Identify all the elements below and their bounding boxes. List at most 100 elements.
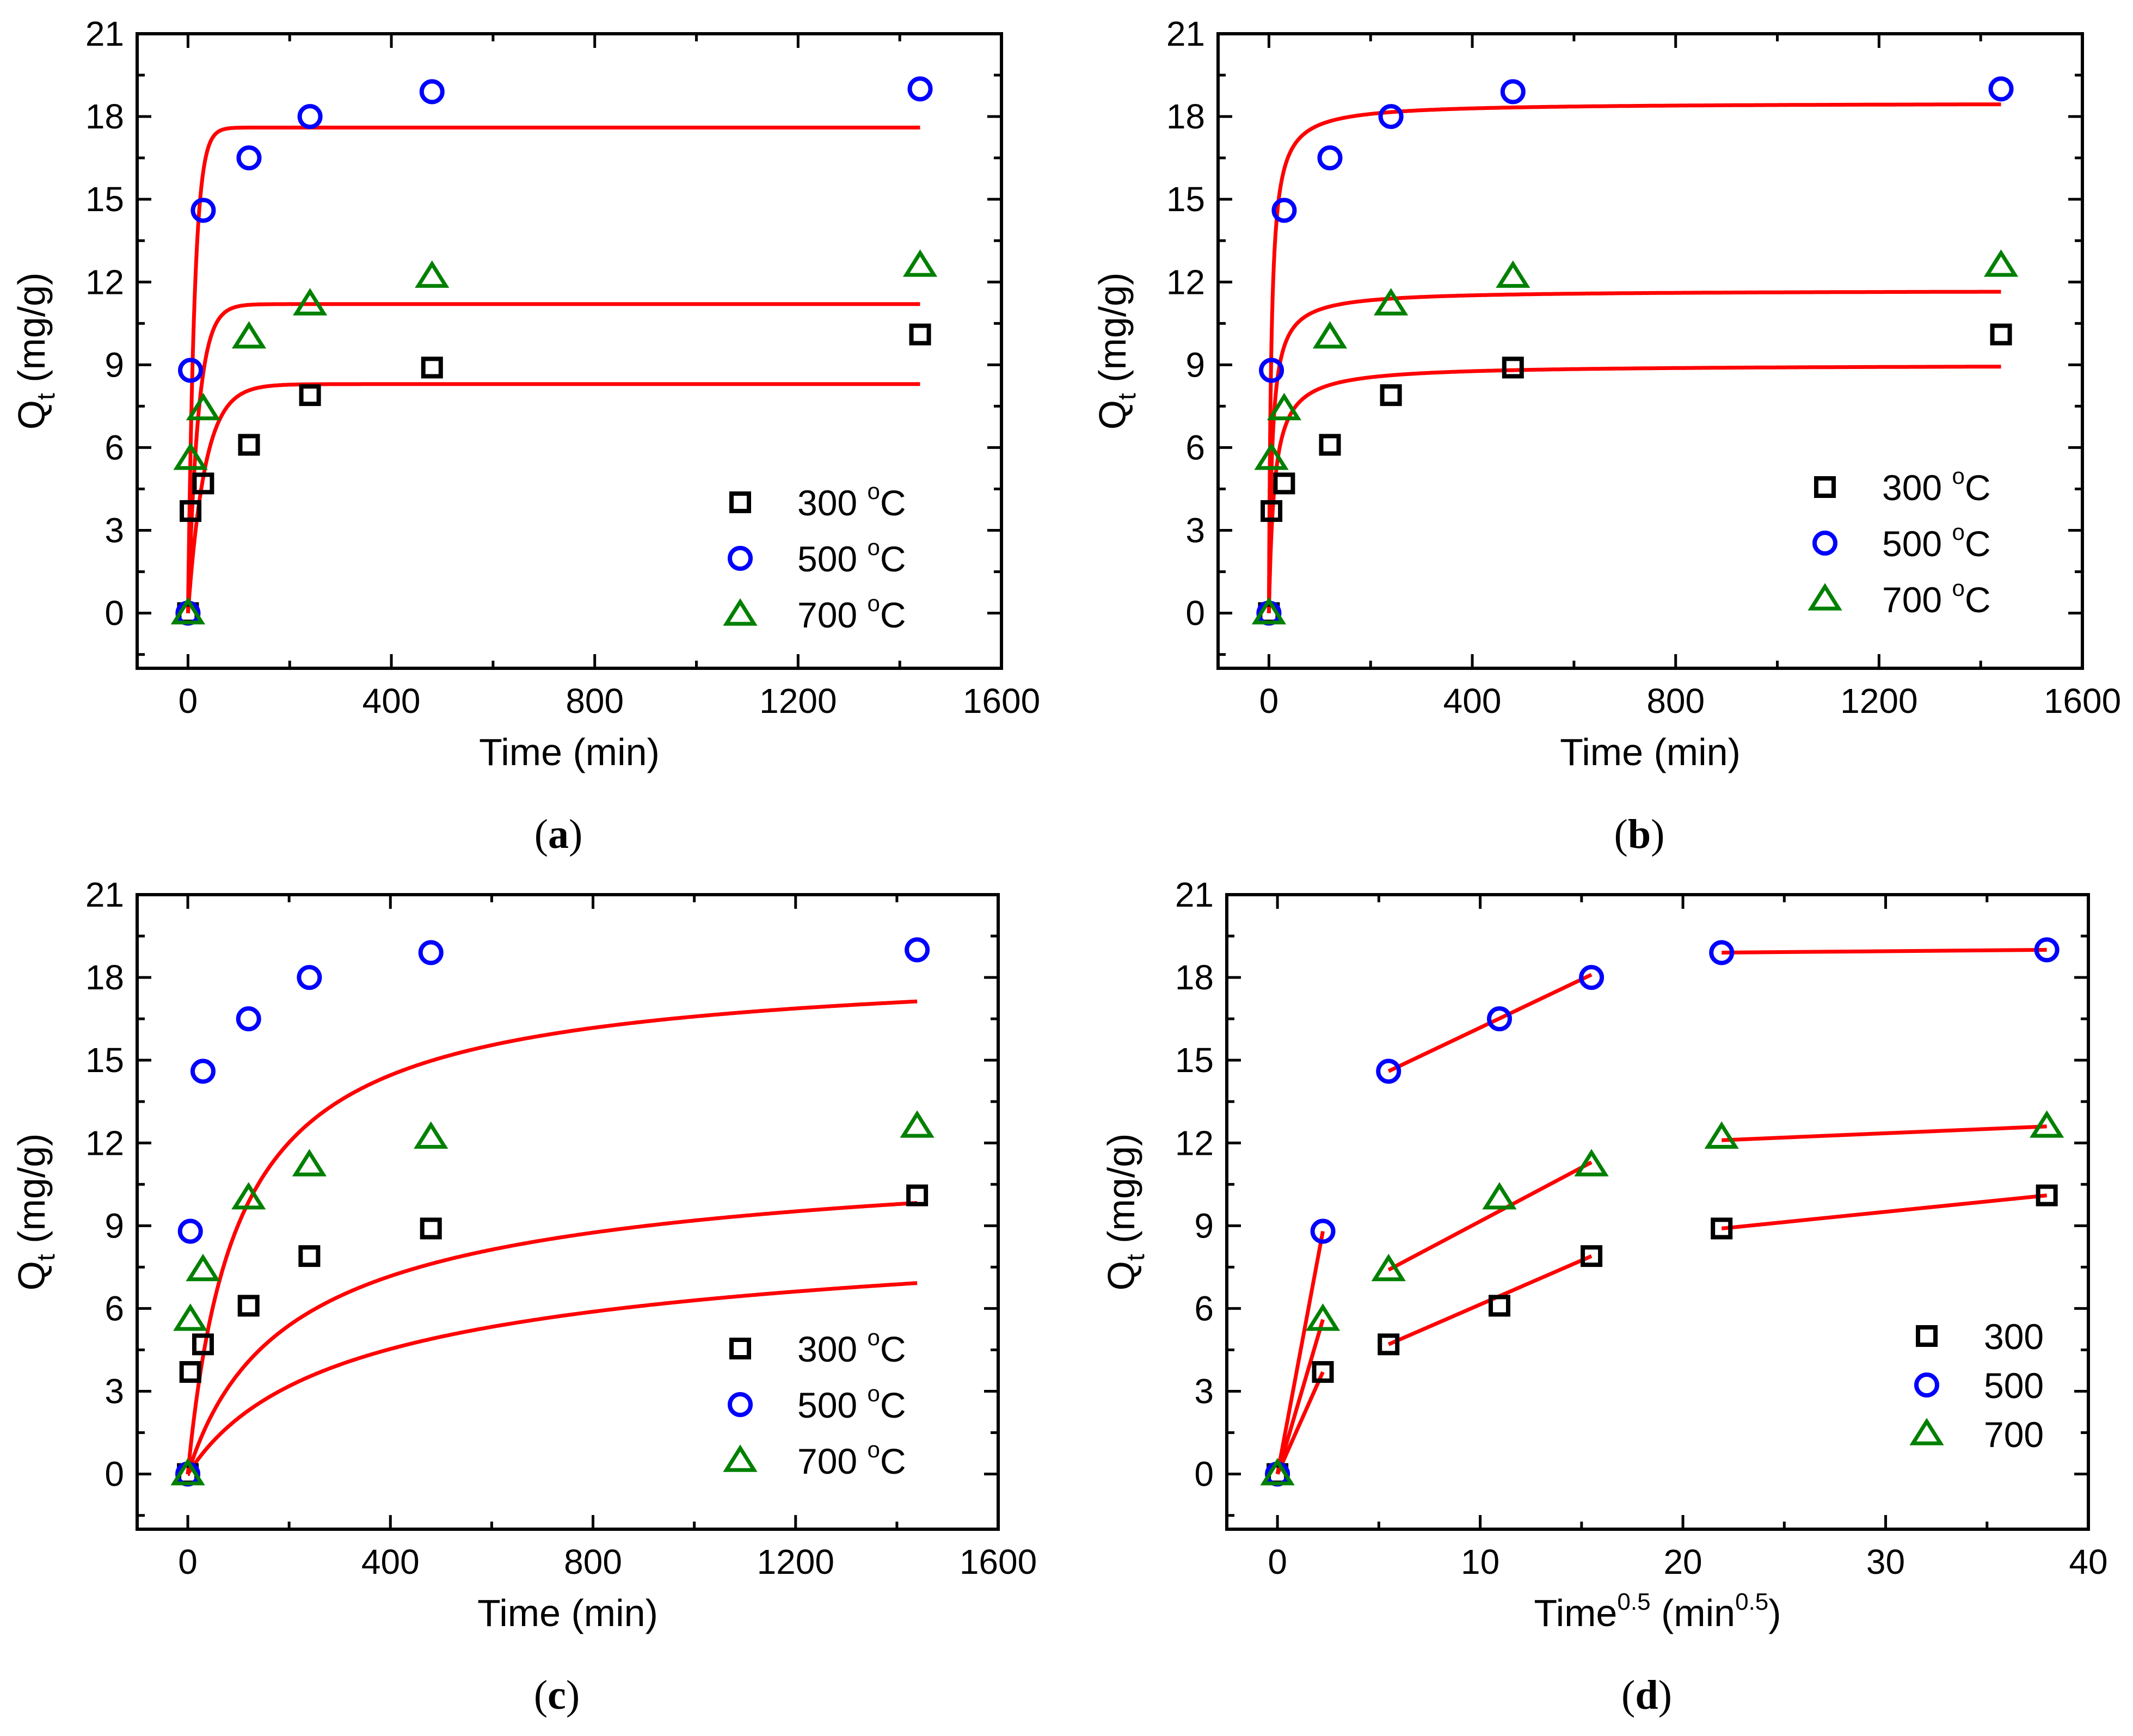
data-point-square	[909, 323, 931, 346]
legend-label-value: 500	[1984, 1365, 2044, 1406]
data-point-triangle	[231, 1182, 266, 1210]
data-point-circle	[1709, 940, 1735, 965]
legend-label-unit: C	[1965, 524, 1991, 564]
panel-label-paren: )	[569, 811, 582, 857]
fit-line-segment	[1275, 1319, 1325, 1475]
data-point-square	[1261, 500, 1283, 522]
fit-curve-s500	[186, 999, 918, 1475]
data-point-circle	[1376, 1058, 1401, 1084]
data-point-triangle	[231, 321, 267, 349]
fit-line-segment	[1387, 1160, 1593, 1272]
panel-label-letter: d	[1635, 1672, 1658, 1718]
data-point-triangle	[1260, 1458, 1295, 1486]
fit-curve-s500	[1267, 102, 2001, 613]
data-point-circle	[1500, 79, 1526, 104]
legend-label-value: 700	[797, 1441, 857, 1481]
data-point-triangle	[1254, 442, 1289, 470]
legend-label: 500 oC	[797, 1381, 906, 1425]
data-point-triangle	[1482, 1182, 1517, 1210]
y-tick-label: 15	[1166, 180, 1205, 219]
data-point-square	[1711, 1217, 1733, 1240]
legend-marker-square	[1916, 1325, 1938, 1347]
x-axis-title-part: )	[1768, 1592, 1781, 1634]
data-point-triangle	[900, 1110, 935, 1138]
fit-curve-s300	[1267, 365, 2001, 613]
data-point-circle	[178, 358, 204, 383]
legend-label-degree: o	[867, 1381, 880, 1406]
y-tick-label: 18	[1166, 97, 1205, 136]
data-point-square	[1380, 384, 1402, 407]
y-tick-label: 3	[105, 1372, 124, 1411]
y-axis-title-part: Q	[1100, 1261, 1142, 1290]
x-tick-label: 1600	[963, 681, 1040, 721]
panel-label: (c)	[534, 1672, 580, 1718]
data-point-square	[1378, 1333, 1400, 1356]
fit-line-segment	[1275, 1230, 1325, 1475]
data-point-square	[180, 500, 202, 522]
panel-label-paren: (	[534, 811, 548, 857]
x-tick-label: 1200	[759, 681, 837, 721]
y-axis-title-part: (mg/g)	[10, 273, 53, 393]
fit-curve-s500	[186, 125, 920, 613]
panel-label-letter: c	[548, 1672, 566, 1718]
data-point-triangle	[186, 392, 221, 421]
legend-item-s700: 700 oC	[1808, 575, 1991, 620]
y-axis-title-part: (mg/g)	[1091, 273, 1134, 393]
data-point-triangle	[1267, 392, 1302, 421]
legend-label-value: 500	[797, 1385, 857, 1425]
y-tick-label: 6	[1194, 1289, 1214, 1328]
y-axis-title: Qt (mg/g)	[1100, 1134, 1150, 1291]
x-tick-label: 400	[361, 1542, 420, 1581]
legend-label: 700 oC	[797, 1437, 906, 1481]
legend-label: 300	[1984, 1316, 2044, 1357]
y-tick-label: 0	[105, 594, 124, 633]
data-point-circle	[236, 145, 262, 171]
y-axis-title-part: Q	[10, 400, 53, 429]
legend-label-value: 700	[1984, 1414, 2044, 1455]
legend-label-degree: o	[867, 478, 880, 504]
legend-label-degree: o	[867, 1437, 880, 1462]
data-point-triangle	[173, 442, 208, 470]
y-axis-title-sub: t	[32, 393, 60, 400]
legend-label: 700 oC	[1882, 575, 1991, 620]
data-point-circle	[1271, 198, 1297, 223]
panel-label: (d)	[1621, 1672, 1672, 1718]
legend-label: 500 oC	[797, 534, 906, 579]
fit-curve-s700	[1267, 290, 2001, 613]
legend-marker-triangle	[1909, 1418, 1944, 1445]
panel-label: (a)	[534, 811, 583, 857]
data-point-triangle	[186, 1253, 220, 1282]
legend-label-space	[1942, 580, 1952, 620]
x-tick-label: 400	[1443, 681, 1502, 721]
y-tick-label: 6	[105, 1289, 124, 1328]
data-point-triangle	[292, 288, 328, 316]
y-tick-label: 9	[105, 1206, 124, 1245]
plot-frame	[136, 32, 1003, 670]
data-point-circle	[1579, 965, 1605, 990]
fit-line-segment	[1722, 947, 2047, 955]
data-point-triangle	[292, 1149, 327, 1177]
x-tick-label: 1200	[757, 1542, 834, 1581]
data-point-square	[192, 472, 214, 495]
data-point-square	[192, 1333, 214, 1356]
y-tick-label: 0	[1194, 1455, 1214, 1494]
x-axis-title-sup: 0.5	[1735, 1589, 1768, 1615]
legend-label-space	[1942, 524, 1952, 564]
fit-curve-s700	[186, 302, 920, 613]
legend-label-unit: C	[1965, 467, 1991, 508]
data-point-triangle	[1574, 1149, 1609, 1177]
plot-frame	[1216, 32, 2084, 670]
legend-label-unit: C	[880, 539, 906, 579]
data-point-circle	[1317, 145, 1343, 171]
legend-label-unit: C	[880, 595, 906, 635]
legend-label: 300 oC	[797, 1325, 906, 1369]
x-tick-label: 0	[179, 681, 198, 721]
series-s500	[1265, 937, 2060, 1487]
data-point-triangle	[2030, 1110, 2064, 1138]
y-tick-label: 18	[85, 958, 124, 997]
x-axis-title: Time0.5 (min0.5)	[1534, 1589, 1781, 1634]
legend-item-s300: 300 oC	[729, 1325, 906, 1369]
fit-line-segment	[1721, 1193, 2047, 1230]
legend-label-degree: o	[1952, 575, 1964, 601]
